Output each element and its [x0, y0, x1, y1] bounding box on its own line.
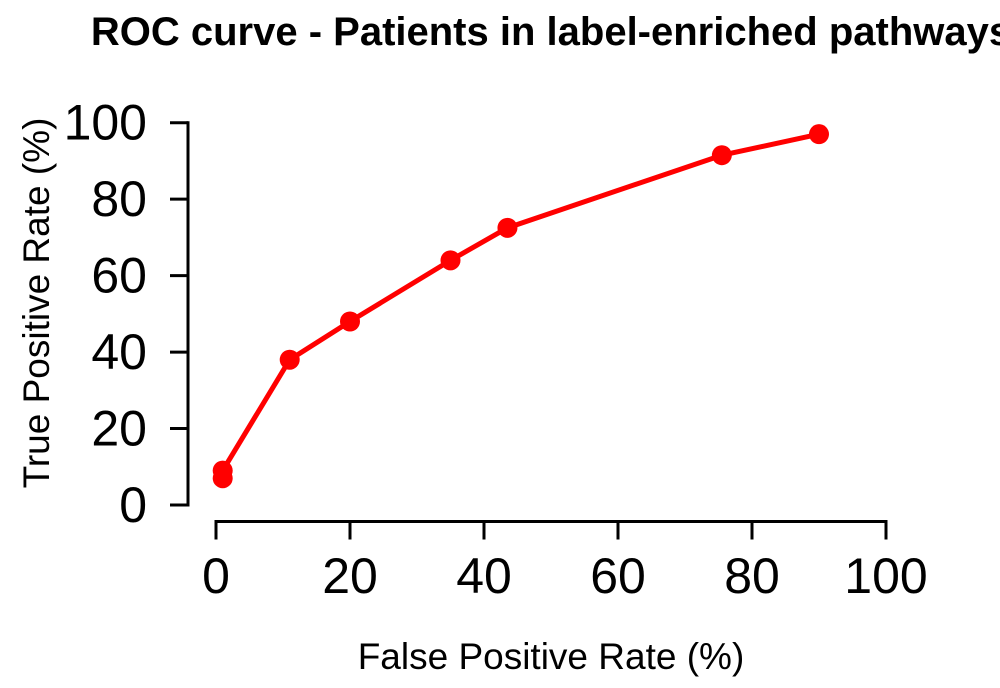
- y-tick-label: 40: [91, 324, 147, 380]
- x-tick-label: 60: [590, 548, 646, 604]
- data-point: [809, 124, 829, 145]
- x-tick-label: 0: [202, 548, 230, 604]
- y-tick-label: 60: [91, 248, 147, 304]
- data-point: [440, 250, 461, 271]
- y-tick-label: 20: [91, 401, 147, 457]
- x-tick-label: 100: [844, 548, 927, 604]
- roc-curve-line: [220, 131, 822, 481]
- x-tick-label: 40: [456, 548, 512, 604]
- data-point: [497, 217, 518, 238]
- x-axis-label: False Positive Rate (%): [358, 636, 745, 677]
- y-tick-label: 0: [119, 477, 147, 533]
- y-tick-label: 100: [64, 95, 147, 151]
- y-axis-label: True Positive Rate (%): [16, 118, 57, 489]
- axes: [170, 121, 888, 540]
- tick-labels: 0 20 40 60 80 100 0 20 40 60 80 100: [64, 95, 928, 604]
- x-tick-label: 20: [322, 548, 378, 604]
- plot-area: [212, 124, 829, 489]
- data-point: [212, 460, 233, 481]
- x-tick-label: 80: [724, 548, 780, 604]
- data-point: [279, 349, 300, 370]
- data-point: [711, 145, 732, 166]
- chart-title: ROC curve - Patients in label-enriched p…: [91, 10, 1000, 54]
- y-tick-label: 80: [91, 171, 147, 227]
- data-point: [340, 311, 360, 332]
